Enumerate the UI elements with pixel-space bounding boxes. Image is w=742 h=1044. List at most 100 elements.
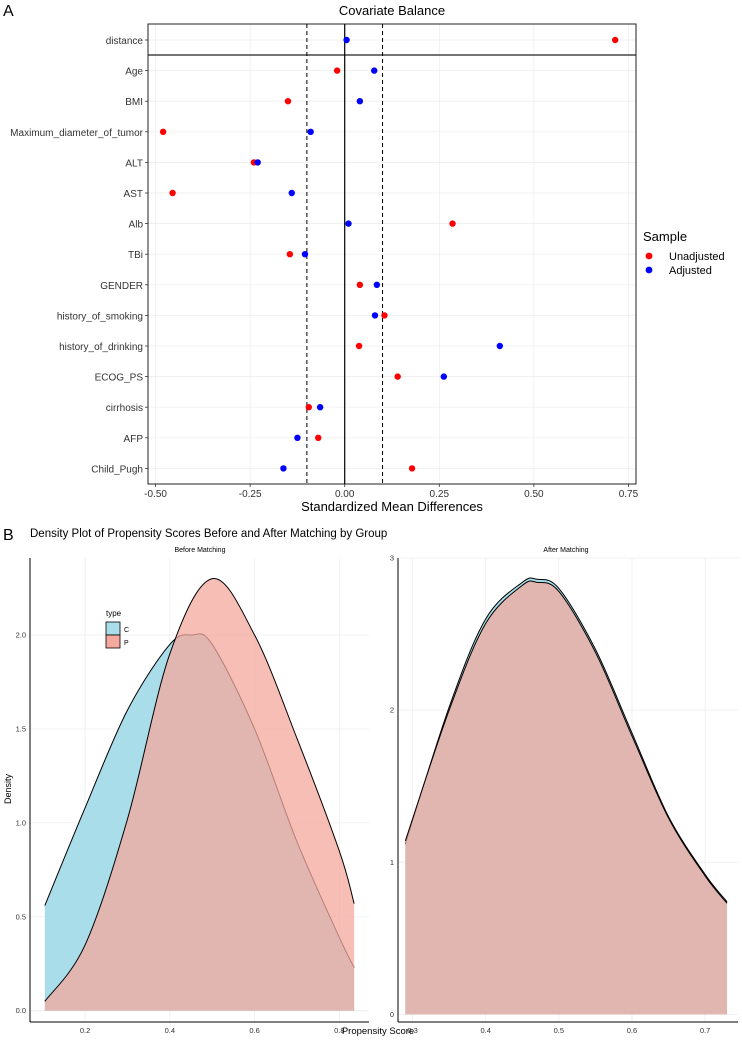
point-unadjusted — [286, 251, 294, 258]
legend-swatch-p — [105, 634, 121, 649]
x-tick-label: -0.50 — [144, 489, 167, 500]
covariate-label: history_of_drinking — [59, 342, 143, 353]
y-tick-label: 1.5 — [16, 724, 26, 733]
x-tick-label: 0.5 — [554, 1026, 564, 1035]
panel-b-label: B — [3, 527, 14, 544]
point-adjusted — [301, 251, 309, 258]
density-area-p — [405, 580, 728, 1015]
x-tick-label: 0.6 — [627, 1026, 637, 1035]
point-adjusted — [316, 404, 324, 411]
y-tick-label: 2 — [390, 706, 394, 715]
point-adjusted — [356, 98, 364, 105]
point-unadjusted — [169, 189, 176, 197]
density-legend-title: type — [106, 609, 122, 618]
point-unadjusted — [408, 465, 416, 472]
x-tick-label: 0.50 — [524, 489, 544, 500]
point-adjusted — [280, 465, 287, 472]
x-tick-label: 0.7 — [700, 1026, 710, 1035]
covariate-label: distance — [106, 36, 144, 47]
balance-grid — [148, 24, 636, 484]
balance-legend: Sample Unadjusted Adjusted — [643, 229, 725, 277]
point-unadjusted — [381, 312, 388, 319]
density-curve-c — [404, 577, 728, 903]
covariate-label: Alb — [129, 220, 144, 231]
y-tick-label: 3 — [390, 554, 394, 563]
density-y-label: Density — [3, 773, 13, 804]
point-adjusted — [343, 36, 350, 44]
balance-x-label: Standardized Mean Differences — [301, 499, 483, 514]
covariate-label: Child_Pugh — [91, 464, 143, 475]
covariate-label: history_of_smoking — [57, 311, 143, 322]
covariate-label: cirrhosis — [106, 403, 143, 414]
covariate-label: AST — [124, 189, 143, 200]
density-curve-p — [404, 580, 728, 904]
point-adjusted — [294, 434, 301, 441]
density-curve-p — [44, 578, 355, 1002]
point-unadjusted — [305, 404, 312, 411]
point-adjusted — [254, 159, 261, 166]
point-unadjusted — [355, 342, 363, 350]
balance-reference-lines — [306, 24, 384, 484]
y-tick-label: 2.0 — [16, 631, 26, 640]
x-tick-label: 0.4 — [165, 1026, 175, 1035]
point-unadjusted — [449, 220, 456, 227]
balance-legend-title: Sample — [643, 229, 687, 244]
y-tick-label: 0 — [390, 1010, 394, 1019]
point-adjusted — [496, 342, 504, 350]
x-tick-label: 0.6 — [249, 1026, 259, 1035]
density-legend: type C P — [105, 609, 129, 649]
covariate-label: ALT — [125, 158, 143, 169]
point-unadjusted — [159, 128, 167, 135]
legend-label-adjusted: Adjusted — [669, 265, 712, 277]
y-tick-label: 0.5 — [16, 912, 26, 921]
point-unadjusted — [333, 67, 341, 74]
covariate-label: ECOG_PS — [95, 373, 144, 384]
y-tick-label: 1.0 — [16, 818, 26, 827]
before-title: Before Matching — [175, 547, 226, 554]
x-tick-label: 0.3 — [407, 1026, 417, 1035]
point-unadjusted — [315, 434, 322, 441]
after-title: After Matching — [543, 547, 588, 554]
legend-label-c: C — [124, 627, 129, 634]
point-adjusted — [440, 373, 448, 380]
balance-x-ticks: -0.50 -0.25 0.00 0.25 0.50 0.75 — [144, 484, 639, 500]
x-tick-label: 0.4 — [481, 1026, 491, 1035]
y-tick-label: 1 — [390, 858, 394, 867]
density-x-label: Propensity Score — [342, 1026, 414, 1037]
y-tick-label: 0.0 — [16, 1006, 26, 1015]
x-tick-label: 0.25 — [430, 489, 450, 500]
balance-title: Covariate Balance — [339, 3, 445, 18]
legend-dot-unadjusted — [645, 252, 653, 260]
covariate-label: Maximum_diameter_of_tumor — [10, 128, 143, 139]
density-title: Density Plot of Propensity Scores Before… — [30, 528, 387, 540]
point-adjusted — [371, 312, 379, 319]
legend-label-unadjusted: Unadjusted — [669, 251, 725, 263]
point-adjusted — [307, 128, 314, 135]
x-tick-label: -0.25 — [239, 489, 262, 500]
after-panel: 0 1 2 3 0.3 0.4 0.5 0.6 0.7 — [390, 554, 738, 1035]
panel-a-label: A — [3, 3, 14, 20]
balance-points — [159, 36, 619, 472]
before-panel: 0.0 0.5 1.0 1.5 2.0 0.2 0.4 0.6 0.8 — [16, 558, 369, 1035]
x-tick-label: 0.75 — [619, 489, 639, 500]
point-unadjusted — [356, 281, 364, 288]
x-tick-label: 0.8 — [334, 1026, 344, 1035]
covariate-label: Age — [125, 67, 143, 78]
legend-dot-adjusted — [645, 266, 653, 274]
point-unadjusted — [394, 373, 401, 380]
covariate-label: BMI — [125, 97, 143, 108]
balance-y-labels: distance Age BMI Maximum_diameter_of_tumor A… — [10, 36, 148, 475]
legend-label-p: P — [124, 640, 129, 647]
point-adjusted — [373, 281, 381, 288]
covariate-label: TBi — [128, 250, 143, 261]
point-adjusted — [345, 220, 352, 227]
point-adjusted — [288, 189, 295, 197]
x-tick-label: 0.00 — [335, 489, 355, 500]
point-unadjusted — [611, 36, 619, 44]
covariate-label: GENDER — [100, 281, 143, 292]
point-unadjusted — [284, 98, 292, 105]
point-adjusted — [371, 67, 378, 74]
covariate-label: AFP — [124, 434, 144, 445]
x-tick-label: 0.2 — [80, 1026, 90, 1035]
